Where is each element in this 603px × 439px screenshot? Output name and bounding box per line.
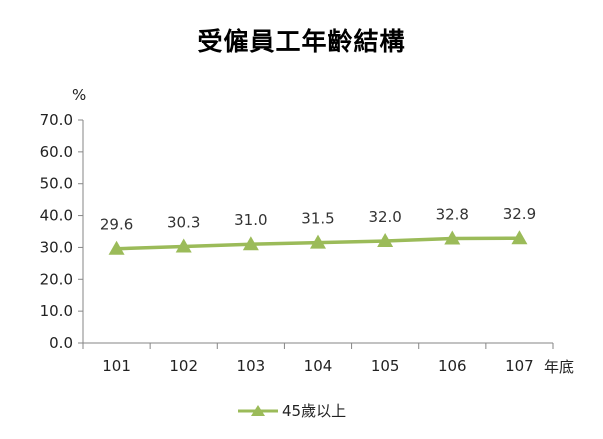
y-tick-label: 60.0 xyxy=(40,143,73,161)
data-point-marker xyxy=(377,233,394,248)
x-tick-label: 104 xyxy=(304,357,333,375)
y-axis-unit: % xyxy=(72,86,86,104)
chart-title: 受僱員工年齡結構 xyxy=(197,27,406,56)
data-label: 31.5 xyxy=(301,210,334,228)
x-tick-label: 105 xyxy=(371,357,400,375)
x-axis-unit: 年底 xyxy=(544,358,574,376)
legend-label: 45歲以上 xyxy=(282,402,347,420)
y-tick-label: 50.0 xyxy=(40,175,73,193)
y-tick-label: 10.0 xyxy=(40,302,73,320)
data-label: 30.3 xyxy=(167,213,200,231)
x-tick-label: 101 xyxy=(102,357,131,375)
data-point-marker xyxy=(310,234,326,249)
y-tick-label: 30.0 xyxy=(40,238,73,256)
data-point-marker xyxy=(175,238,192,253)
data-label: 31.0 xyxy=(234,211,267,229)
data-label: 32.0 xyxy=(368,208,401,226)
legend: 45歲以上 xyxy=(238,400,346,421)
x-tick-label: 106 xyxy=(438,357,467,375)
data-label: 32.8 xyxy=(436,206,469,224)
y-tick-label: 20.0 xyxy=(40,270,73,288)
x-tick-label: 107 xyxy=(505,357,534,375)
legend-marker xyxy=(238,404,278,416)
axes xyxy=(82,120,553,344)
y-tick-label: 70.0 xyxy=(40,111,73,129)
data-label: 29.6 xyxy=(100,216,133,234)
data-point-marker xyxy=(108,240,125,255)
y-tick-label: 0.0 xyxy=(49,334,73,352)
y-tick-label: 40.0 xyxy=(40,207,73,225)
data-label: 32.9 xyxy=(503,205,536,223)
data-point-marker xyxy=(444,230,461,245)
x-tick-label: 102 xyxy=(169,357,198,375)
x-tick-label: 103 xyxy=(237,357,266,375)
data-point-marker xyxy=(511,230,528,245)
data-point-marker xyxy=(242,236,259,251)
